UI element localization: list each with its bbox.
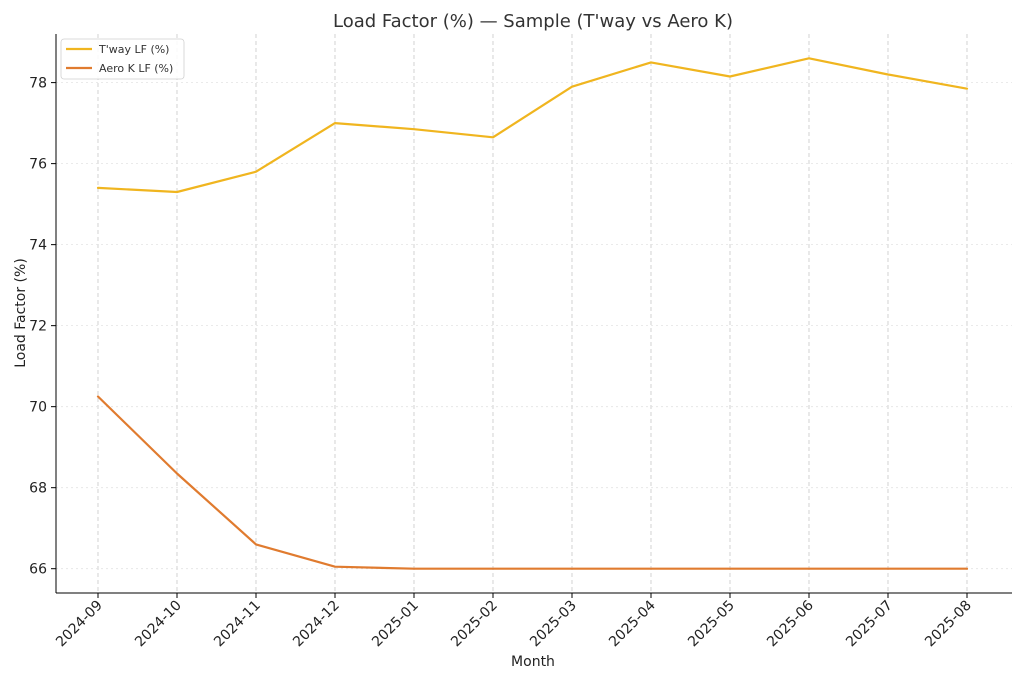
x-ticks: 2024-09 2024-10 2024-11 2024-12 2025-01 2025-… [53, 593, 975, 650]
y-tick-label: 76 [29, 157, 47, 173]
y-tick-label: 72 [29, 319, 47, 335]
x-tick-label: 2024-11 [211, 598, 264, 651]
legend-label-1: T'way LF (%) [98, 43, 169, 56]
y-tick-label: 78 [29, 76, 47, 92]
x-tick-label: 2025-02 [448, 598, 501, 651]
chart-title: Load Factor (%) — Sample (T'way vs Aero … [333, 11, 733, 32]
x-tick-label: 2025-08 [922, 598, 975, 651]
y-tick-label: 70 [29, 400, 47, 416]
x-tick-label: 2024-10 [132, 598, 185, 651]
x-tick-label: 2025-01 [369, 598, 422, 651]
y-tick-label: 74 [29, 238, 47, 254]
axes [55, 34, 1012, 594]
y-tick-label: 68 [29, 481, 47, 497]
legend-label-2: Aero K LF (%) [99, 62, 173, 75]
x-tick-label: 2025-05 [685, 598, 738, 651]
x-tick-label: 2025-07 [843, 598, 896, 651]
x-tick-label: 2024-12 [290, 598, 343, 651]
legend: T'way LF (%) Aero K LF (%) [60, 38, 185, 80]
grid [56, 34, 1012, 593]
x-axis-label: Month [511, 654, 555, 670]
series-layer [96, 57, 969, 570]
x-tick-label: 2025-03 [527, 598, 580, 651]
x-tick-label: 2024-09 [53, 598, 106, 651]
y-tick-label: 66 [29, 562, 47, 578]
y-ticks: 66 68 70 72 74 76 78 [29, 76, 56, 578]
x-tick-label: 2025-06 [764, 597, 817, 650]
series-line-1 [96, 57, 969, 194]
y-axis-label: Load Factor (%) [13, 258, 29, 368]
series-line-2 [96, 395, 969, 570]
x-tick-label: 2025-04 [606, 597, 659, 650]
